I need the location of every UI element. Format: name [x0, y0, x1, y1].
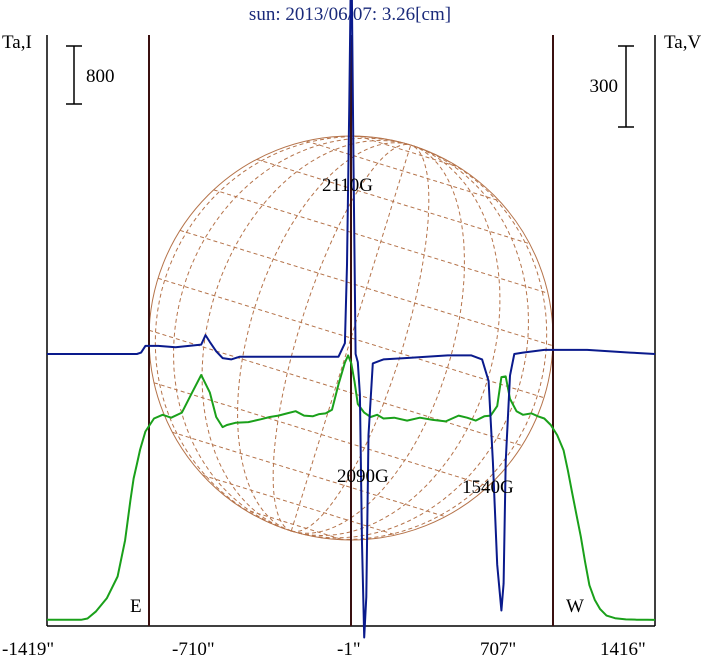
left-scale-label: 800 [86, 66, 115, 87]
x-tick-label: 707" [480, 639, 516, 660]
series-line-polarization [47, 0, 656, 639]
x-tick-label: 1416" [600, 639, 646, 660]
series-line-intensity [46, 354, 656, 621]
right-axis-label: Ta,V [664, 32, 701, 53]
limb-label-west: W [566, 596, 584, 617]
annotation-1540g: 1540G [462, 477, 514, 498]
left-axis-label: Ta,I [2, 32, 32, 53]
x-tick-label: -1" [337, 639, 361, 660]
x-tick-label: -1419" [2, 639, 54, 660]
left-scale-bar [66, 45, 82, 105]
annotation-2110g: 2110G [322, 175, 373, 196]
right-scale-bar [618, 45, 634, 128]
x-tick-label: -710" [172, 639, 215, 660]
right-scale-label: 300 [590, 76, 619, 97]
annotation-2090g: 2090G [337, 466, 389, 487]
limb-label-east: E [130, 596, 142, 617]
